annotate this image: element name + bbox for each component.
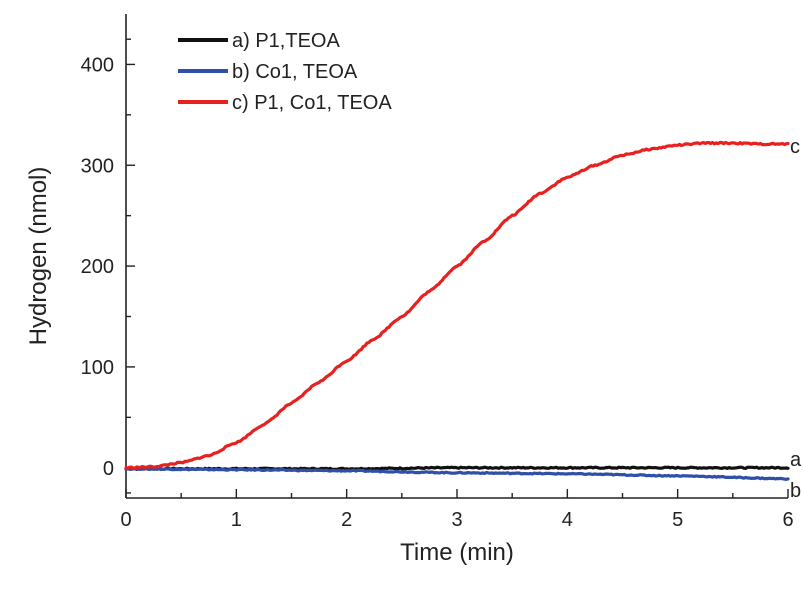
plot-area	[125, 14, 788, 499]
x-tick-label: 3	[451, 509, 462, 531]
x-tick-label: 5	[672, 509, 683, 531]
legend-label-b: b) Co1, TEOA	[232, 61, 358, 83]
y-ticks: 0 100 200 300 400	[81, 38, 135, 494]
y-tick-label: 400	[81, 54, 114, 76]
x-ticks: 0 1 2 3 4 5 6	[120, 489, 794, 531]
x-axis-title: Time (min)	[400, 539, 514, 566]
y-tick-label: 300	[81, 155, 114, 177]
y-axis-title: Hydrogen (nmol)	[25, 167, 52, 346]
series-end-label-b: b	[790, 480, 801, 502]
legend-label-a: a) P1,TEOA	[232, 30, 340, 52]
series-end-label-c: c	[790, 136, 800, 158]
x-tick-label: 2	[341, 509, 352, 531]
series-line-a	[124, 465, 790, 471]
legend-label-c: c) P1, Co1, TEOA	[232, 92, 392, 114]
x-tick-label: 4	[562, 509, 573, 531]
series-layer	[124, 140, 790, 481]
x-tick-label: 1	[231, 509, 242, 531]
y-tick-label: 100	[81, 357, 114, 379]
series-end-label-a: a	[790, 449, 802, 471]
y-tick-label: 200	[81, 256, 114, 278]
series-line-c	[124, 140, 790, 470]
legend: a) P1,TEOA b) Co1, TEOA c) P1, Co1, TEOA	[178, 30, 392, 114]
series-line-b	[124, 466, 790, 481]
x-tick-label: 0	[120, 509, 131, 531]
end-labels: ab c	[790, 136, 802, 502]
y-tick-label: 0	[103, 458, 114, 480]
x-tick-label: 6	[782, 509, 793, 531]
